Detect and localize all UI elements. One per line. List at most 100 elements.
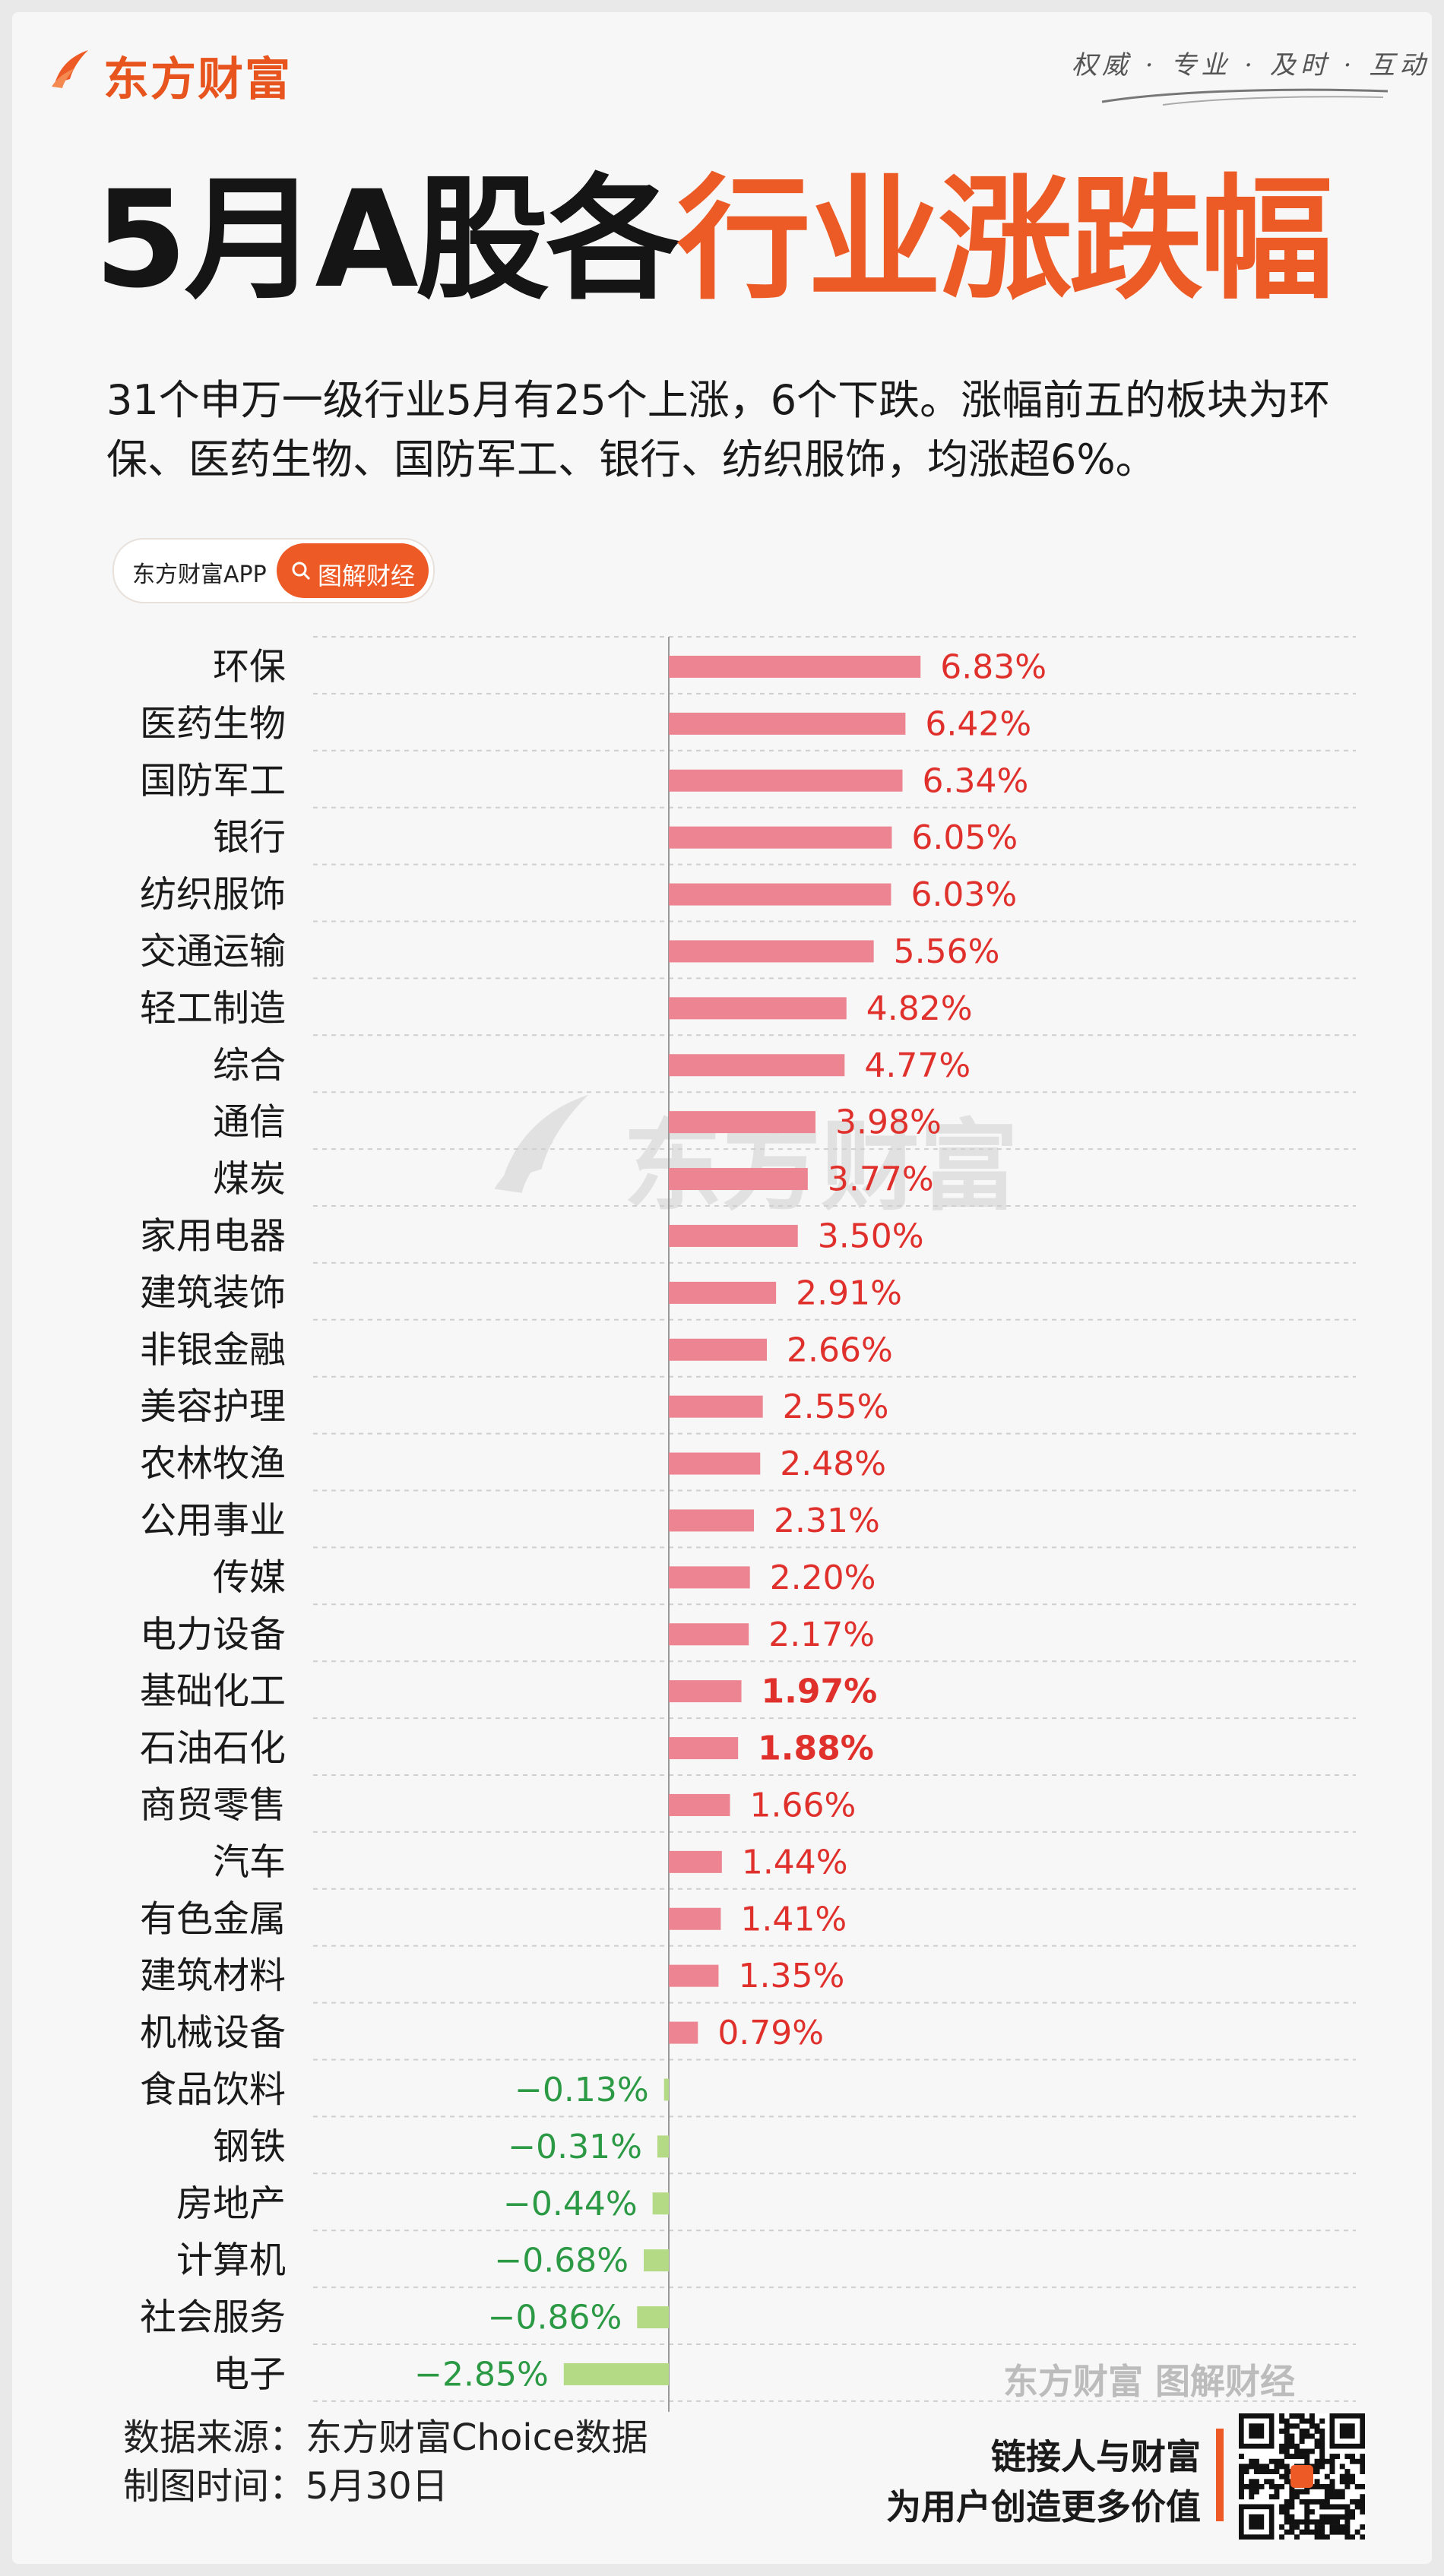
slogan-swoosh-decoration xyxy=(1101,88,1389,106)
bar xyxy=(669,1964,719,1987)
category-label: 商贸零售 xyxy=(140,1783,286,1826)
category-label: 石油石化 xyxy=(140,1727,286,1770)
value-label: −0.44% xyxy=(503,2185,638,2223)
bar xyxy=(669,1907,721,1930)
bar xyxy=(669,1224,798,1247)
bar xyxy=(669,1338,768,1361)
bar xyxy=(669,1054,845,1077)
bar xyxy=(669,1168,808,1191)
value-label: 0.79% xyxy=(717,2014,824,2052)
bar xyxy=(669,712,906,735)
value-label: −0.68% xyxy=(494,2242,629,2280)
value-label: 1.66% xyxy=(750,1786,857,1824)
category-label: 国防军工 xyxy=(140,759,286,802)
value-label: 1.35% xyxy=(738,1957,844,1995)
title-orange-part: 行业涨跌幅 xyxy=(676,162,1334,318)
bar xyxy=(669,2021,698,2044)
category-label: 计算机 xyxy=(176,2239,286,2282)
category-label: 社会服务 xyxy=(140,2296,286,2339)
bar xyxy=(663,2078,669,2101)
value-label: 1.97% xyxy=(762,1673,878,1711)
value-label: 2.17% xyxy=(768,1616,875,1654)
category-label: 银行 xyxy=(213,816,286,859)
category-label: 食品饮料 xyxy=(140,2068,286,2111)
category-label: 建筑装饰 xyxy=(140,1271,286,1314)
category-label: 电力设备 xyxy=(140,1613,286,1656)
category-label: 传媒 xyxy=(213,1556,286,1599)
category-label: 钢铁 xyxy=(213,2125,286,2168)
bar xyxy=(637,2306,669,2329)
category-label: 家用电器 xyxy=(140,1214,286,1257)
value-label: 6.34% xyxy=(922,761,1028,800)
bar xyxy=(669,1623,749,1646)
value-label: 1.88% xyxy=(758,1729,874,1768)
value-label: −2.85% xyxy=(414,2355,549,2394)
bar xyxy=(669,1281,777,1304)
category-label: 公用事业 xyxy=(140,1499,286,1542)
brand-logo-icon xyxy=(52,50,88,88)
category-label: 基础化工 xyxy=(140,1670,286,1713)
category-label: 房地产 xyxy=(176,2182,286,2225)
category-label: 轻工制造 xyxy=(140,987,286,1030)
bar xyxy=(669,1737,739,1760)
bar xyxy=(669,1680,742,1703)
value-label: 3.77% xyxy=(828,1160,934,1199)
value-label: 1.41% xyxy=(740,1900,847,1938)
value-label: 4.82% xyxy=(866,989,973,1028)
category-label: 汽车 xyxy=(213,1840,286,1883)
app-badge-name: 东方财富APP xyxy=(132,562,267,588)
chart-date-label: 制图时间：5月30日 xyxy=(123,2465,448,2508)
footer-slogan-line1: 链接人与财富 xyxy=(991,2436,1201,2477)
category-label: 医药生物 xyxy=(140,702,286,745)
value-label: 6.03% xyxy=(910,875,1017,914)
bar xyxy=(652,2192,669,2215)
bar xyxy=(669,655,921,678)
bar xyxy=(669,1509,755,1532)
bar xyxy=(669,997,847,1020)
bar xyxy=(657,2135,669,2158)
title-black-part: 5月A股各 xyxy=(94,162,680,318)
category-label: 电子 xyxy=(213,2353,286,2395)
footer-slogan: 链接人与财富 为用户创造更多价值 xyxy=(874,2432,1201,2532)
value-label: −0.86% xyxy=(488,2299,622,2337)
footer-accent-bar xyxy=(1216,2429,1224,2521)
value-label: 4.77% xyxy=(864,1046,971,1085)
slogan: 权威 · 专业 · 及时 · 互动 xyxy=(1072,50,1430,81)
value-label: 2.66% xyxy=(787,1331,893,1369)
bar xyxy=(669,769,903,792)
category-label: 综合 xyxy=(213,1044,286,1087)
category-label: 美容护理 xyxy=(140,1385,286,1428)
search-icon xyxy=(292,562,311,581)
value-label: 2.48% xyxy=(780,1445,886,1483)
value-label: 2.20% xyxy=(770,1559,876,1597)
app-badge[interactable]: 东方财富APP 图解财经 xyxy=(112,538,435,603)
category-label: 机械设备 xyxy=(140,2011,286,2054)
value-label: −0.31% xyxy=(508,2128,642,2166)
bar xyxy=(669,826,892,849)
category-label: 交通运输 xyxy=(140,930,286,973)
bar xyxy=(669,883,891,906)
value-label: 6.83% xyxy=(940,647,1047,686)
bar xyxy=(563,2362,669,2385)
bar xyxy=(644,2249,669,2272)
footer-source: 数据来源：东方财富Choice数据 制图时间：5月30日 xyxy=(123,2413,648,2511)
bar xyxy=(669,940,874,963)
brand-name: 东方财富 xyxy=(103,53,292,106)
value-label: 6.05% xyxy=(911,818,1018,857)
data-source-label: 数据来源：东方财富Choice数据 xyxy=(123,2416,648,2459)
category-label: 煤炭 xyxy=(213,1158,286,1201)
tujie-caijing-button[interactable]: 图解财经 xyxy=(277,543,429,598)
value-label: 3.50% xyxy=(818,1217,924,1255)
value-label: 2.55% xyxy=(783,1388,889,1426)
app-badge-label: 图解财经 xyxy=(318,562,416,590)
qr-code[interactable] xyxy=(1239,2413,1365,2540)
value-label: 1.44% xyxy=(742,1843,848,1881)
bar xyxy=(669,1111,816,1134)
bar xyxy=(669,1452,761,1475)
footer-slogan-line2: 为用户创造更多价值 xyxy=(886,2486,1201,2527)
category-label: 非银金融 xyxy=(140,1328,286,1371)
value-label: 3.98% xyxy=(835,1103,942,1142)
bottom-watermark: 东方财富 图解财经 xyxy=(1003,2361,1296,2402)
category-label: 环保 xyxy=(213,645,286,688)
